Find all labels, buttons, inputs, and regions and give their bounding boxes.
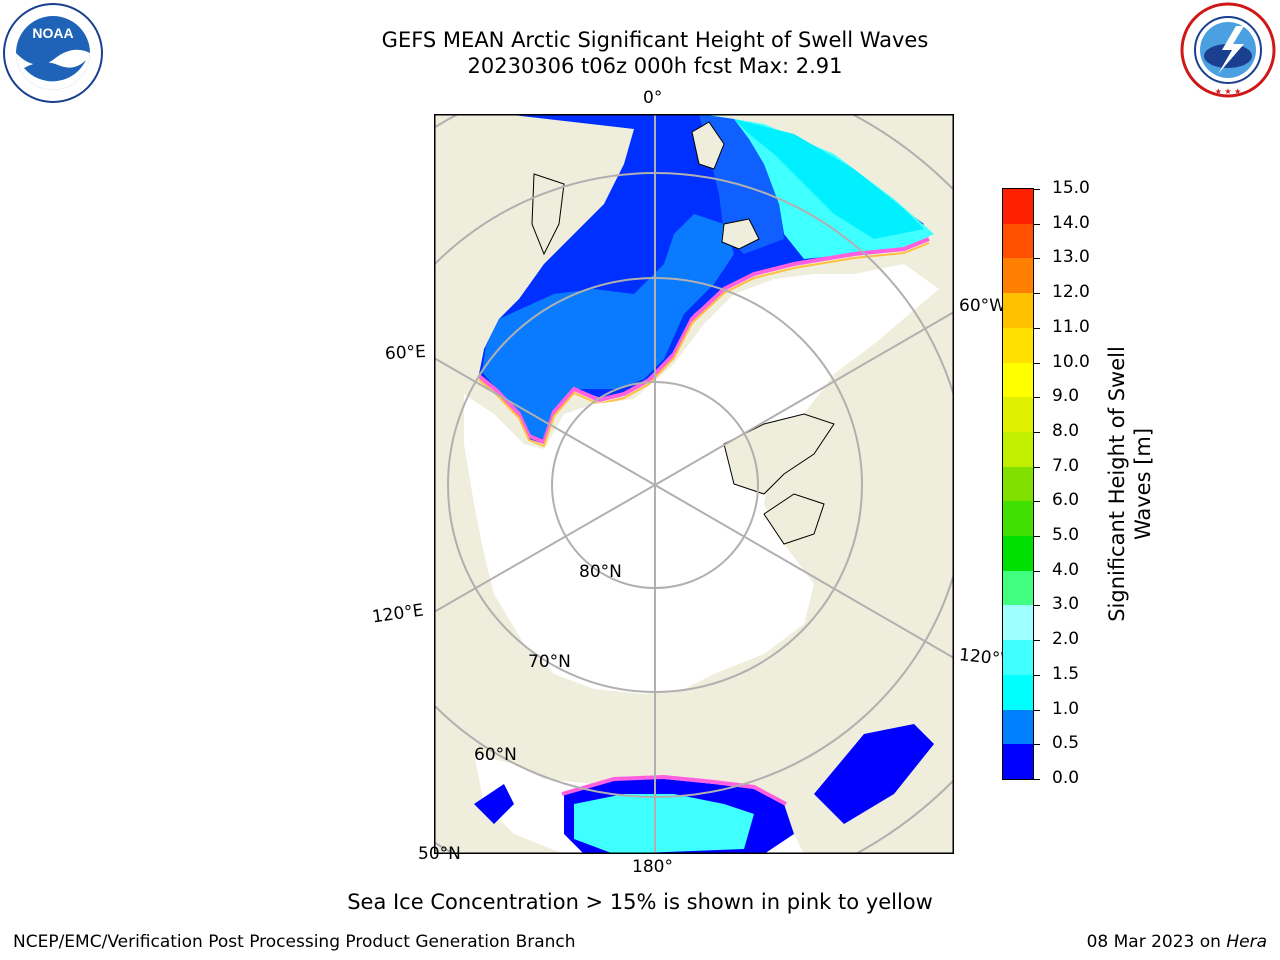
lat-label-60n: 60°N	[474, 745, 517, 765]
colorbar-tick-label: 4.0	[1052, 559, 1080, 580]
colorbar-tick-mark	[1034, 570, 1040, 572]
colorbar-tick-label: 1.0	[1052, 698, 1080, 719]
meridian-120e	[434, 484, 656, 613]
lon-label-60w: 60°W	[959, 296, 1006, 316]
colorbar-tick-label: 6.0	[1052, 490, 1080, 511]
colorbar-segment	[1003, 466, 1033, 502]
colorbar-segment	[1003, 293, 1033, 328]
footer-date: 08 Mar 2023 on Hera	[1087, 932, 1267, 952]
colorbar-tick-label: 0.5	[1052, 733, 1080, 754]
sea-region-okhotsk	[474, 784, 514, 824]
svg-text:★ ★ ★: ★ ★ ★	[1215, 87, 1242, 96]
colorbar-segment	[1003, 536, 1033, 571]
colorbar-segment	[1003, 431, 1033, 467]
colorbar-tick-mark	[1034, 709, 1040, 711]
colorbar-tick-label: 12.0	[1052, 282, 1090, 303]
map-panel[interactable]	[434, 114, 954, 854]
colorbar-tick-label: 7.0	[1052, 455, 1080, 476]
colorbar-tick-label: 9.0	[1052, 386, 1080, 407]
lon-label-60e: 60°E	[384, 341, 427, 365]
colorbar-tick-mark	[1034, 536, 1040, 538]
colorbar-segment	[1003, 189, 1033, 224]
sea-region-alaska	[814, 724, 934, 824]
colorbar-segment	[1003, 744, 1033, 779]
lat-label-50n: 50°N	[418, 844, 461, 864]
colorbar-segment	[1003, 570, 1033, 606]
lat-label-70n: 70°N	[528, 652, 571, 672]
colorbar-label-line1: Significant Height of Swell	[1105, 346, 1129, 622]
footer-date-text: 08 Mar 2023 on	[1086, 932, 1227, 952]
colorbar-tick-label: 14.0	[1052, 212, 1090, 233]
map-border	[434, 114, 954, 854]
land-island	[723, 413, 835, 495]
colorbar-tick-mark	[1034, 362, 1040, 364]
sea-ice-area	[464, 264, 939, 694]
colorbar-tick-mark	[1034, 189, 1040, 190]
land-svalbard	[691, 121, 725, 170]
land-island	[763, 493, 825, 545]
lon-label-120e: 120°E	[370, 600, 425, 628]
land-iceland	[721, 218, 760, 250]
footer-credit: NCEP/EMC/Verification Post Processing Pr…	[13, 932, 576, 952]
chart-title: GEFS MEAN Arctic Significant Height of S…	[381, 28, 929, 52]
lon-label-0: 0°	[643, 88, 663, 108]
meridian-60e	[434, 357, 656, 486]
colorbar-tick-mark	[1034, 674, 1040, 676]
colorbar-tick-mark	[1034, 744, 1040, 746]
colorbar-tick-label: 0.0	[1052, 768, 1080, 788]
colorbar-tick-label: 13.0	[1052, 247, 1090, 268]
colorbar	[1002, 188, 1034, 780]
lon-label-180: 180°	[632, 857, 673, 877]
colorbar-segment	[1003, 397, 1033, 432]
colorbar-tick-label: 11.0	[1052, 316, 1090, 337]
colorbar-segment	[1003, 223, 1033, 259]
colorbar-label: Significant Height of Swell Waves [m]	[1104, 346, 1156, 622]
colorbar-segment	[1003, 501, 1033, 537]
colorbar-tick-mark	[1034, 779, 1040, 780]
colorbar-segment	[1003, 640, 1033, 675]
noaa-logo: NOAA	[3, 3, 103, 103]
lat-label-80n: 80°N	[579, 562, 622, 582]
colorbar-tick-label: 3.0	[1052, 594, 1080, 615]
colorbar-segment	[1003, 709, 1033, 745]
sea-region-mid	[482, 214, 734, 439]
sea-region-cyan2	[734, 119, 924, 239]
colorbar-tick-label: 15.0	[1052, 178, 1090, 198]
ice-edge-north	[477, 237, 930, 445]
sea-ice-note: Sea Ice Concentration > 15% is shown in …	[347, 890, 933, 914]
colorbar-tick-mark	[1034, 258, 1040, 260]
colorbar-segment	[1003, 258, 1033, 294]
colorbar-tick-mark	[1034, 501, 1040, 503]
colorbar-tick-mark	[1034, 223, 1040, 225]
colorbar-segment	[1003, 674, 1033, 710]
colorbar-tick-label: 8.0	[1052, 420, 1080, 441]
footer-host: Hera	[1226, 932, 1267, 952]
ice-edge-north-yellow	[478, 242, 930, 448]
colorbar-segment	[1003, 362, 1033, 398]
land-greenland	[844, 354, 954, 674]
colorbar-tick-mark	[1034, 397, 1040, 399]
meridian-60w	[654, 311, 954, 486]
svg-text:NOAA: NOAA	[32, 25, 73, 41]
colorbar-segment	[1003, 605, 1033, 641]
nws-logo: ★ ★ ★	[1180, 2, 1276, 98]
colorbar-tick-label: 2.0	[1052, 629, 1080, 650]
meridian-120w	[654, 484, 954, 659]
colorbar-tick-label: 5.0	[1052, 525, 1080, 546]
colorbar-segment	[1003, 327, 1033, 363]
sea-region-bering-cyan	[574, 794, 754, 854]
colorbar-tick-mark	[1034, 466, 1040, 468]
colorbar-tick-mark	[1034, 640, 1040, 642]
colorbar-tick-mark	[1034, 431, 1040, 433]
colorbar-tick-mark	[1034, 605, 1040, 607]
chart-subtitle: 20230306 t06z 000h fcst Max: 2.91	[467, 54, 843, 78]
colorbar-tick-label: 10.0	[1052, 351, 1090, 372]
colorbar-tick-label: 1.5	[1052, 663, 1080, 684]
ice-edge-bering	[561, 774, 787, 806]
colorbar-tick-mark	[1034, 327, 1040, 329]
colorbar-tick-mark	[1034, 293, 1040, 295]
colorbar-label-line2: Waves [m]	[1131, 427, 1155, 541]
